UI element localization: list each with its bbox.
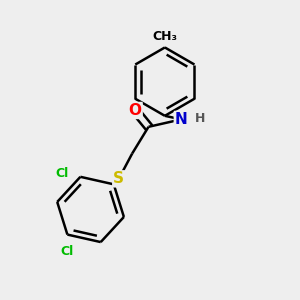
Text: Cl: Cl — [61, 245, 74, 258]
Text: O: O — [129, 103, 142, 118]
Text: CH₃: CH₃ — [152, 30, 177, 43]
Text: S: S — [113, 171, 124, 186]
Text: Cl: Cl — [55, 167, 68, 180]
Text: H: H — [195, 112, 205, 125]
Text: N: N — [175, 112, 188, 127]
